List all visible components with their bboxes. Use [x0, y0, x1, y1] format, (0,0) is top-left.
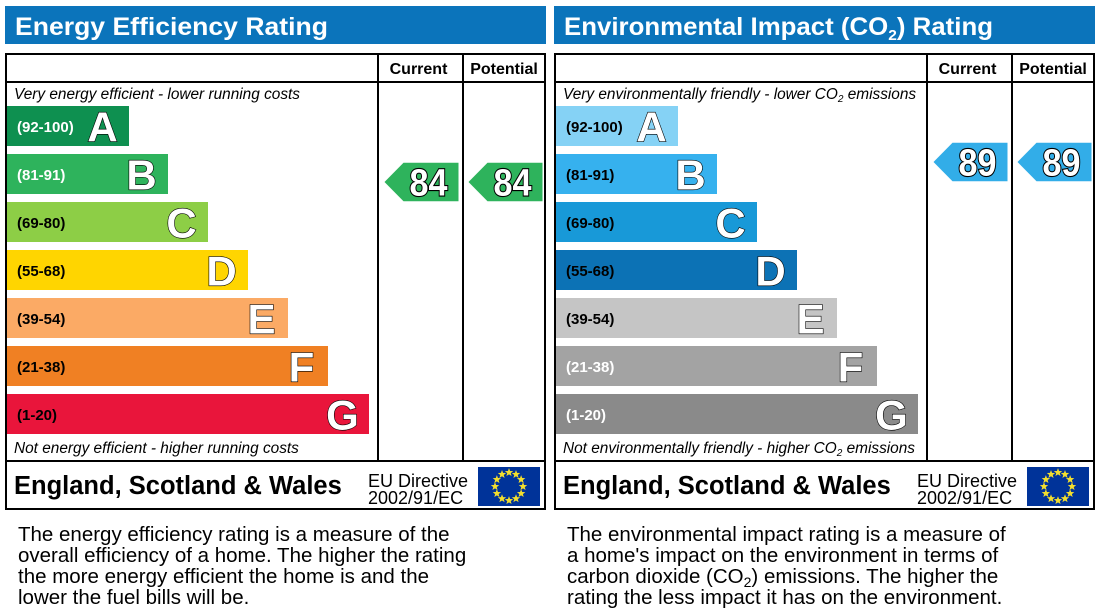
svg-text:(21-38): (21-38): [566, 359, 614, 376]
svg-text:F: F: [289, 344, 315, 391]
svg-text:Environmental Impact (CO2) Rat: Environmental Impact (CO 2) Rating: [564, 13, 993, 44]
svg-text:G: G: [875, 392, 908, 439]
svg-text:(1-20): (1-20): [566, 407, 606, 424]
svg-text:(69-80): (69-80): [566, 215, 614, 232]
svg-text:(55-68): (55-68): [566, 263, 614, 280]
svg-text:B: B: [675, 152, 705, 199]
svg-text:G: G: [326, 392, 359, 439]
svg-text:Very environmentally friendly: Very environmentally friendly - lower CO…: [563, 86, 916, 105]
svg-text:lower the fuel bills will be.: lower the fuel bills will be.: [18, 586, 249, 609]
svg-text:The environmental impact ratin: The environmental impact rating is a mea…: [567, 523, 1006, 546]
svg-text:Very energy efficient - lower: Very energy efficient - lower running co…: [14, 86, 300, 103]
svg-text:84: 84: [494, 163, 532, 205]
svg-text:Potential: Potential: [1019, 61, 1087, 78]
svg-text:D: D: [206, 248, 236, 295]
svg-text:(92-100): (92-100): [566, 119, 623, 136]
svg-text:89: 89: [959, 143, 997, 185]
svg-text:E: E: [247, 296, 275, 343]
svg-text:D: D: [755, 248, 785, 295]
svg-text:C: C: [715, 200, 745, 247]
svg-text:the more energy efficient the: the more energy efficient the home is an…: [18, 565, 429, 588]
svg-text:Not energy efficient - higher: Not energy efficient - higher running co…: [14, 440, 299, 457]
svg-text:England, Scotland & Wales: England, Scotland & Wales: [14, 472, 342, 500]
svg-text:2002/91/EC: 2002/91/EC: [917, 488, 1012, 508]
svg-text:(55-68): (55-68): [17, 263, 65, 280]
svg-text:Energy Efficiency Rating: Energy Efficiency Rating: [15, 13, 328, 41]
svg-text:B: B: [126, 152, 156, 199]
svg-text:(39-54): (39-54): [17, 311, 65, 328]
svg-text:F: F: [838, 344, 864, 391]
svg-text:Not environmentally friendly -: Not environmentally friendly - higher CO…: [563, 440, 915, 459]
svg-text:carbon dioxide (CO2) emissions: carbon dioxide (CO2) emissions. The high…: [567, 565, 998, 590]
svg-text:Current: Current: [939, 61, 997, 78]
svg-text:(69-80): (69-80): [17, 215, 65, 232]
svg-text:(1-20): (1-20): [17, 407, 57, 424]
svg-text:EU Directive: EU Directive: [368, 471, 468, 491]
svg-text:The energy efficiency rating i: The energy efficiency rating is a measur…: [18, 523, 450, 546]
svg-text:84: 84: [410, 163, 448, 205]
svg-text:Potential: Potential: [470, 61, 538, 78]
svg-text:(81-91): (81-91): [566, 167, 614, 184]
svg-text:(81-91): (81-91): [17, 167, 65, 184]
svg-text:A: A: [636, 104, 666, 151]
svg-text:E: E: [796, 296, 824, 343]
svg-text:EU Directive: EU Directive: [917, 471, 1017, 491]
svg-text:C: C: [166, 200, 196, 247]
svg-text:A: A: [87, 104, 117, 151]
svg-text:(39-54): (39-54): [566, 311, 614, 328]
svg-text:89: 89: [1043, 143, 1081, 185]
svg-text:rating the less impact it has: rating the less impact it has on the env…: [567, 586, 1002, 609]
svg-text:England, Scotland & Wales: England, Scotland & Wales: [563, 472, 891, 500]
svg-text:(21-38): (21-38): [17, 359, 65, 376]
svg-text:a home's impact on the environ: a home's impact on the environment in te…: [567, 544, 999, 567]
svg-text:Current: Current: [390, 61, 448, 78]
svg-text:overall efficiency of a home.: overall efficiency of a home. The higher…: [18, 544, 466, 567]
svg-text:2002/91/EC: 2002/91/EC: [368, 488, 463, 508]
svg-text:(92-100): (92-100): [17, 119, 74, 136]
